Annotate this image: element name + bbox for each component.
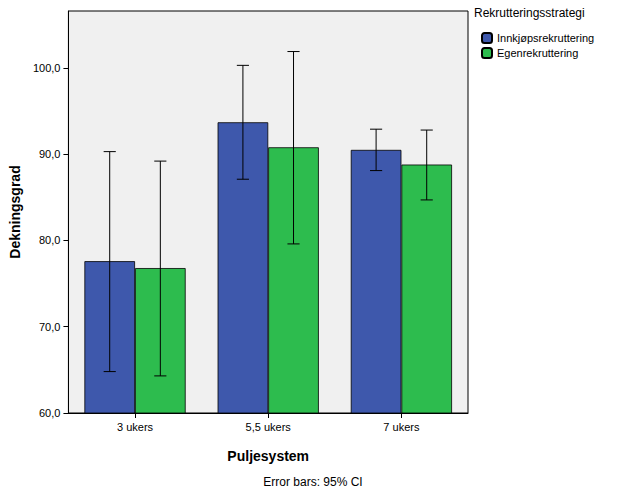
svg-text:7 ukers: 7 ukers bbox=[383, 421, 420, 433]
svg-text:Dekningsgrad: Dekningsgrad bbox=[7, 165, 23, 258]
svg-text:80,0: 80,0 bbox=[39, 234, 60, 246]
svg-text:5,5 ukers: 5,5 ukers bbox=[246, 421, 292, 433]
svg-text:3 ukers: 3 ukers bbox=[117, 421, 154, 433]
svg-text:Error bars: 95% CI: Error bars: 95% CI bbox=[263, 475, 362, 489]
svg-text:Puljesystem: Puljesystem bbox=[227, 448, 309, 464]
svg-text:Egenrekruttering: Egenrekruttering bbox=[497, 47, 578, 59]
svg-text:90,0: 90,0 bbox=[39, 148, 60, 160]
svg-text:Innkjøpsrekruttering: Innkjøpsrekruttering bbox=[497, 32, 594, 44]
svg-text:100,0: 100,0 bbox=[33, 62, 61, 74]
svg-text:60,0: 60,0 bbox=[39, 407, 60, 419]
svg-text:70,0: 70,0 bbox=[39, 321, 60, 333]
svg-text:Rekrutteringsstrategi: Rekrutteringsstrategi bbox=[474, 6, 585, 20]
